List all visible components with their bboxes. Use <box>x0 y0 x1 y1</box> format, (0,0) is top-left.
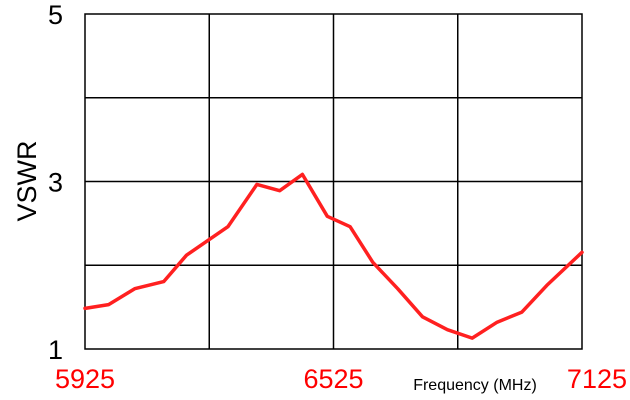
y-axis-label: VSWR <box>12 141 42 222</box>
vswr-series-line <box>83 172 584 340</box>
plot-frame <box>84 13 583 350</box>
x-tick-label: 6525 <box>303 364 363 394</box>
x-tick-label: 7125 <box>567 364 627 394</box>
x-axis-label: Frequency (MHz) <box>413 377 537 394</box>
y-tick-label: 1 <box>48 335 63 365</box>
y-tick-label: 3 <box>48 168 63 198</box>
plot-grid <box>84 13 583 350</box>
x-tick-labels: 5925 6525 7125 <box>55 364 627 394</box>
x-tick-label: 5925 <box>55 364 115 394</box>
y-tick-label: 5 <box>48 0 63 30</box>
y-tick-labels: 1 3 5 <box>48 0 63 365</box>
series-layer <box>83 172 584 340</box>
